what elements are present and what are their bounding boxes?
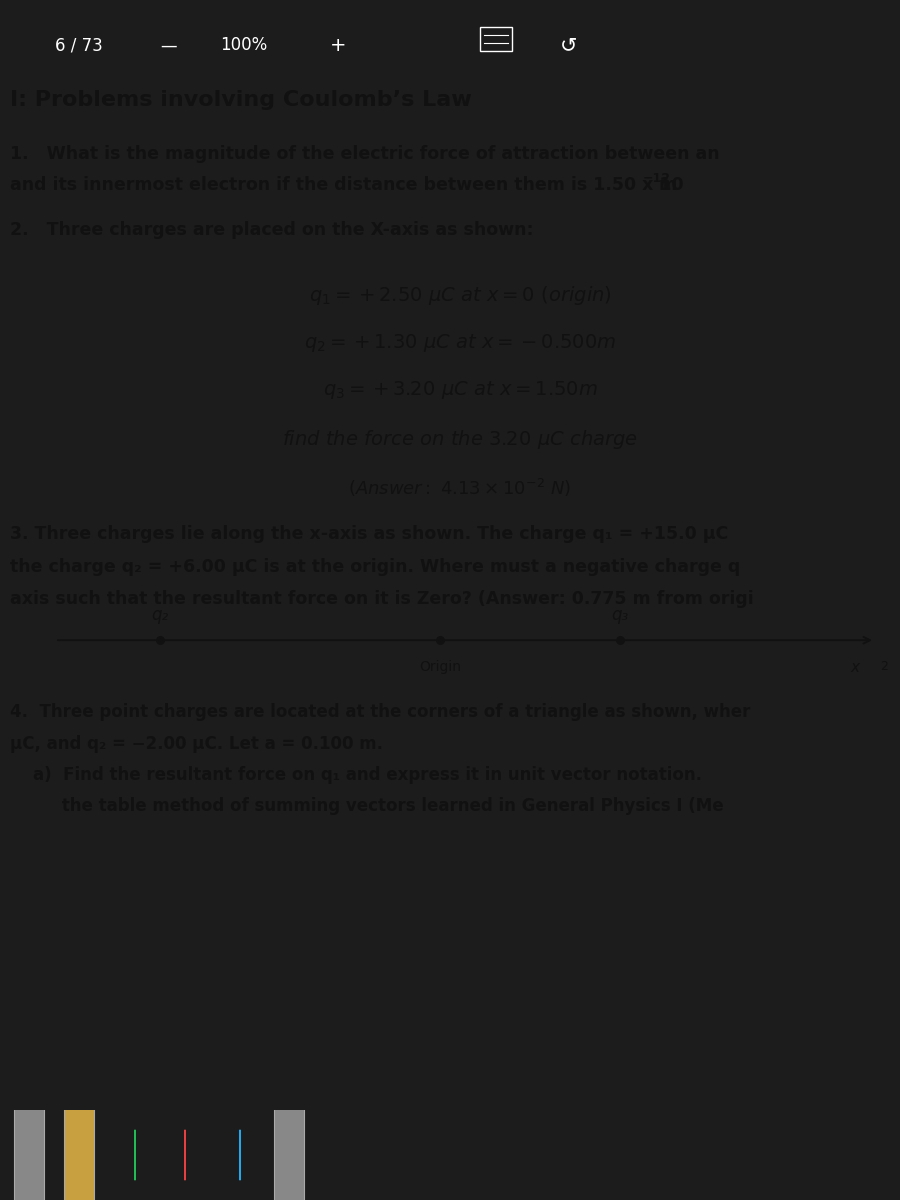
Text: 4.  Three point charges are located at the corners of a triangle as shown, wher: 4. Three point charges are located at th…: [10, 703, 751, 721]
Text: $q_2 = +1.30\ \mu C\ at\ x = -0.500m$: $q_2 = +1.30\ \mu C\ at\ x = -0.500m$: [304, 331, 616, 354]
Text: Origin: Origin: [419, 660, 461, 674]
Text: $q_3 = +3.20\ \mu C\ at\ x = 1.50m$: $q_3 = +3.20\ \mu C\ at\ x = 1.50m$: [322, 379, 598, 401]
Text: q₂: q₂: [151, 606, 168, 624]
Text: x: x: [850, 660, 860, 674]
FancyBboxPatch shape: [14, 1036, 44, 1200]
Text: μC, and q₂ = −2.00 μC. Let a = 0.100 m.: μC, and q₂ = −2.00 μC. Let a = 0.100 m.: [10, 734, 383, 752]
Text: +: +: [330, 36, 346, 55]
Text: ↺: ↺: [560, 35, 578, 55]
Text: the table method of summing vectors learned in General Physics I (Me: the table method of summing vectors lear…: [10, 798, 724, 816]
Text: q₃: q₃: [611, 606, 628, 624]
Text: $find\ the\ force\ on\ the\ 3.20\ \mu C\ charge$: $find\ the\ force\ on\ the\ 3.20\ \mu C\…: [282, 428, 638, 451]
Text: 2: 2: [880, 660, 888, 673]
Text: —: —: [160, 36, 176, 54]
Text: axis such that the resultant force on it is Zero? (Answer: 0.775 m from origi: axis such that the resultant force on it…: [10, 590, 754, 608]
Text: and its innermost electron if the distance between them is 1.50 x 10: and its innermost electron if the distan…: [10, 176, 684, 194]
Text: 2.   Three charges are placed on the X-axis as shown:: 2. Three charges are placed on the X-axi…: [10, 221, 534, 239]
FancyBboxPatch shape: [64, 1036, 94, 1200]
Text: 6 / 73: 6 / 73: [55, 36, 103, 54]
Text: 1.   What is the magnitude of the electric force of attraction between an: 1. What is the magnitude of the electric…: [10, 145, 720, 163]
Text: −12: −12: [643, 173, 671, 185]
Text: m: m: [658, 176, 676, 194]
Text: a)  Find the resultant force on q₁ and express it in unit vector notation.: a) Find the resultant force on q₁ and ex…: [10, 766, 702, 784]
FancyBboxPatch shape: [274, 1036, 304, 1200]
Text: 3. Three charges lie along the x-axis as shown. The charge q₁ = +15.0 μC: 3. Three charges lie along the x-axis as…: [10, 526, 728, 544]
Text: $(Answer:\ 4.13\times10^{-2}\ N)$: $(Answer:\ 4.13\times10^{-2}\ N)$: [348, 478, 572, 499]
Text: the charge q₂ = +6.00 μC is at the origin. Where must a negative charge q: the charge q₂ = +6.00 μC is at the origi…: [10, 558, 740, 576]
Text: I: Problems involving Coulomb’s Law: I: Problems involving Coulomb’s Law: [10, 90, 472, 109]
Text: $q_1 = +2.50\ \mu C\ at\ x = 0\ (origin)$: $q_1 = +2.50\ \mu C\ at\ x = 0\ (origin)…: [309, 284, 611, 307]
Text: 100%: 100%: [220, 36, 267, 54]
